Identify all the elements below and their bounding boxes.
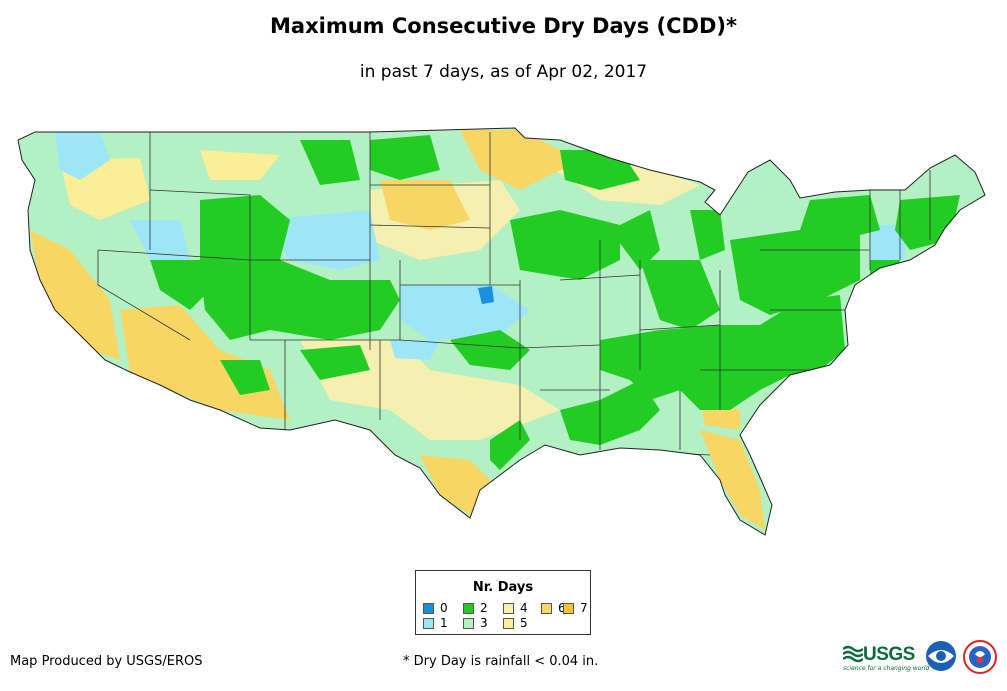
usgs-wave-icon	[843, 645, 863, 663]
noaa-logo-icon	[926, 641, 956, 671]
region-0-days	[478, 286, 494, 304]
legend-item-0: 0	[423, 602, 448, 616]
producer-credit: Map Produced by USGS/EROS	[10, 654, 203, 669]
region-4-days	[300, 165, 700, 440]
legend-item-4: 4	[503, 602, 528, 616]
region-2-days	[150, 135, 960, 470]
legend-item-6: 6	[541, 602, 566, 616]
usgs-logo: USGS	[863, 644, 915, 665]
us-dry-days-map	[17, 127, 986, 536]
legend-item-5: 5	[503, 617, 528, 631]
legend-swatch-7	[563, 603, 574, 614]
map-title: Maximum Consecutive Dry Days (CDD)*	[270, 14, 737, 38]
legend-item-7: 7	[563, 602, 588, 616]
legend-swatch-1	[423, 618, 434, 629]
region-5-days	[60, 150, 280, 220]
legend: Nr. Days 0 1 2 3 4 5 6 7	[415, 570, 591, 635]
legend-swatch-4	[503, 603, 514, 614]
legend-item-3: 3	[463, 617, 488, 631]
region-1-day	[55, 132, 905, 360]
usgs-tagline: science for a changing world	[843, 665, 930, 672]
legend-swatch-0	[423, 603, 434, 614]
legend-item-2: 2	[463, 602, 488, 616]
legend-swatch-2	[463, 603, 474, 614]
nws-logo-icon	[963, 640, 997, 674]
map-subtitle: in past 7 days, as of Apr 02, 2017	[359, 62, 648, 82]
legend-swatch-5	[503, 618, 514, 629]
legend-item-1: 1	[423, 617, 448, 631]
dry-day-footnote: * Dry Day is rainfall < 0.04 in.	[403, 654, 599, 669]
region-6-days	[30, 130, 765, 530]
legend-swatch-6	[541, 603, 552, 614]
state-borders	[97, 132, 931, 456]
us-outline	[17, 127, 986, 536]
legend-title: Nr. Days	[472, 580, 534, 595]
agency-logos: USGS science for a changing world	[843, 640, 1003, 680]
legend-swatch-3	[463, 618, 474, 629]
